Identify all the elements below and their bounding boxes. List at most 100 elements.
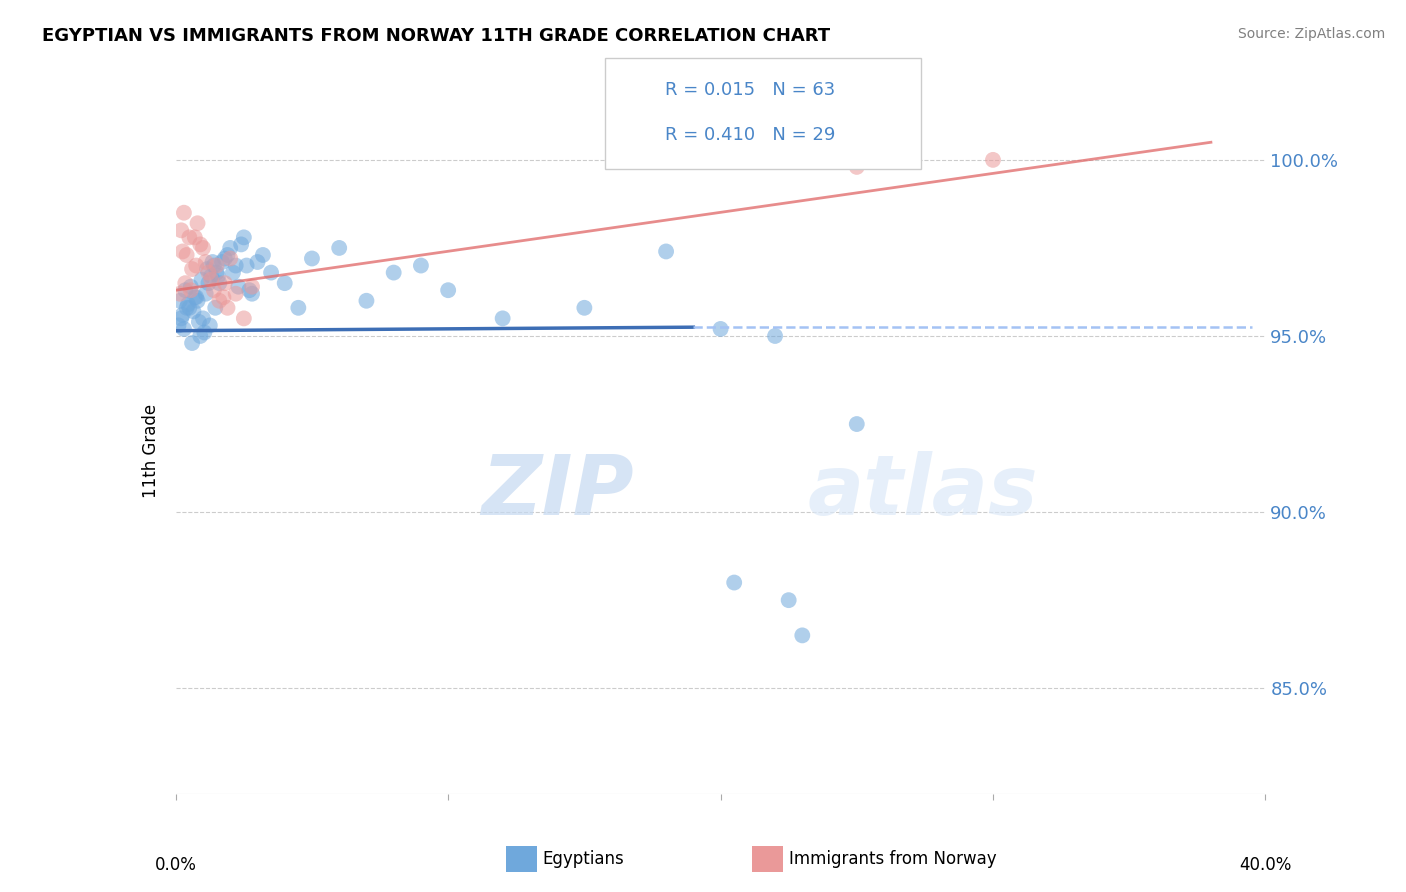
Point — [172, 244, 194, 259]
Point — [205, 266, 228, 280]
Point — [240, 279, 263, 293]
Point — [194, 286, 217, 301]
Point — [188, 237, 211, 252]
Point — [219, 241, 242, 255]
Point — [173, 322, 195, 336]
Point — [492, 311, 515, 326]
Point — [204, 301, 226, 315]
Point — [170, 311, 193, 326]
Point — [208, 276, 231, 290]
Point — [184, 230, 207, 244]
Point — [169, 293, 191, 308]
Text: ZIP: ZIP — [481, 451, 633, 533]
Point — [274, 276, 297, 290]
Point — [177, 297, 200, 311]
Point — [195, 262, 218, 277]
Point — [186, 259, 208, 273]
Point — [169, 286, 191, 301]
Point — [845, 417, 868, 431]
Point — [238, 283, 260, 297]
Point — [197, 266, 219, 280]
Text: Immigrants from Norway: Immigrants from Norway — [789, 850, 997, 868]
Point — [231, 237, 253, 252]
Point — [201, 255, 224, 269]
Point — [173, 205, 195, 219]
Point — [260, 266, 283, 280]
Point — [574, 301, 596, 315]
Point — [235, 259, 257, 273]
Point — [194, 255, 217, 269]
Point — [778, 593, 800, 607]
Point — [212, 290, 235, 304]
Point — [328, 241, 350, 255]
Point — [179, 230, 201, 244]
Point — [240, 286, 263, 301]
Point — [186, 216, 209, 230]
Point — [409, 259, 432, 273]
Point — [225, 259, 247, 273]
Point — [710, 322, 733, 336]
Point — [301, 252, 323, 266]
Point — [202, 259, 225, 273]
Point — [197, 276, 219, 290]
Point — [179, 301, 201, 315]
Point — [180, 283, 202, 297]
Point — [207, 269, 229, 284]
Text: atlas: atlas — [807, 451, 1039, 533]
Point — [217, 301, 239, 315]
Point — [202, 283, 225, 297]
Point — [191, 241, 214, 255]
Point — [181, 336, 204, 351]
Point — [187, 315, 209, 329]
Point — [191, 311, 214, 326]
Text: 0.0%: 0.0% — [155, 856, 197, 874]
Point — [172, 308, 194, 322]
Point — [183, 304, 205, 318]
Point — [186, 290, 208, 304]
Point — [193, 326, 215, 340]
Text: R = 0.410   N = 29: R = 0.410 N = 29 — [665, 126, 835, 144]
Point — [208, 293, 231, 308]
Point — [222, 266, 245, 280]
Point — [186, 293, 209, 308]
Text: EGYPTIAN VS IMMIGRANTS FROM NORWAY 11TH GRADE CORRELATION CHART: EGYPTIAN VS IMMIGRANTS FROM NORWAY 11TH … — [42, 27, 831, 45]
Point — [176, 301, 198, 315]
Point — [763, 329, 786, 343]
Point — [181, 262, 204, 277]
Point — [356, 293, 378, 308]
Point — [205, 259, 228, 273]
Point — [170, 223, 193, 237]
Point — [437, 283, 460, 297]
Point — [214, 252, 236, 266]
Point — [167, 318, 190, 333]
Point — [287, 301, 309, 315]
Point — [792, 628, 814, 642]
Point — [214, 276, 236, 290]
Point — [845, 160, 868, 174]
Point — [200, 272, 222, 286]
Point — [176, 248, 198, 262]
Text: 40.0%: 40.0% — [1239, 856, 1292, 874]
Point — [246, 255, 269, 269]
Point — [981, 153, 1004, 167]
Point — [382, 266, 405, 280]
Point — [225, 286, 247, 301]
Point — [184, 290, 207, 304]
Text: Source: ZipAtlas.com: Source: ZipAtlas.com — [1237, 27, 1385, 41]
Point — [174, 283, 197, 297]
Point — [232, 230, 254, 244]
Point — [211, 255, 233, 269]
Point — [655, 244, 678, 259]
Point — [198, 318, 221, 333]
Point — [228, 279, 250, 293]
Point — [252, 248, 274, 262]
Point — [190, 272, 212, 286]
Point — [217, 248, 239, 262]
Y-axis label: 11th Grade: 11th Grade — [142, 403, 160, 498]
Point — [723, 575, 745, 590]
Point — [174, 276, 197, 290]
Text: R = 0.015   N = 63: R = 0.015 N = 63 — [665, 81, 835, 99]
Point — [219, 252, 242, 266]
Point — [180, 279, 202, 293]
Text: Egyptians: Egyptians — [543, 850, 624, 868]
